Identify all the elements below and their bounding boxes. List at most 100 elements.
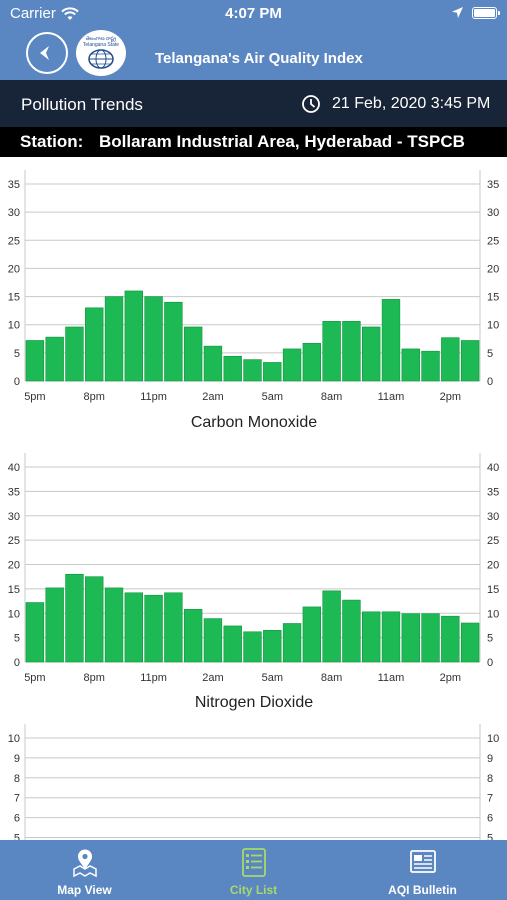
x-tick-label: 8am	[321, 391, 342, 403]
bar	[243, 631, 262, 663]
y-tick-label-left: 10	[8, 608, 20, 620]
tab-aqi-bulletin-label: AQI Bulletin	[388, 883, 457, 897]
y-tick-label-right: 5	[487, 348, 493, 360]
tab-aqi-bulletin[interactable]: AQI Bulletin	[338, 840, 507, 900]
x-tick-label: 11am	[378, 391, 405, 403]
bar	[401, 613, 420, 663]
bar	[223, 625, 242, 663]
y-tick-label-left: 8	[14, 773, 20, 785]
bar	[362, 611, 381, 663]
bar	[124, 290, 143, 382]
logo-text-telugu: తెలంగాణ రాష్ట్ర	[85, 36, 117, 42]
carrier-label: Carrier	[10, 5, 56, 22]
bar	[85, 576, 104, 663]
y-tick-label-right: 5	[487, 633, 493, 645]
bar	[282, 623, 302, 663]
bar	[322, 590, 341, 663]
bar	[460, 340, 480, 382]
logo-text-english: Telangana State	[82, 42, 120, 48]
bar	[441, 337, 460, 382]
back-arrow-icon	[40, 46, 49, 60]
y-tick-label-right: 35	[487, 486, 499, 498]
charts-scroll-area[interactable]: 0 0 5 5 10 10 15 15 20 20 25 25 30 30 35 35 5pm 8pm 11pm 2a…	[0, 157, 507, 840]
y-tick-label-right: 10	[487, 320, 499, 332]
chart-title: Nitrogen Dioxide	[195, 694, 313, 711]
back-button[interactable]	[26, 32, 68, 74]
bar	[203, 345, 223, 382]
bar	[25, 602, 45, 663]
y-tick-label-right: 35	[487, 179, 499, 191]
y-tick-label-right: 20	[487, 263, 499, 275]
chart-1: 0 0 5 5 10 10 15 15 20 20 25 25 30 30 35 35 5pm 8pm 11pm 2a…	[8, 170, 499, 431]
map-pin-icon	[72, 849, 97, 878]
bar	[401, 348, 420, 382]
bar	[263, 630, 282, 663]
x-tick-label: 11pm	[140, 672, 167, 684]
y-tick-label-right: 25	[487, 235, 499, 247]
y-tick-label-right: 6	[487, 813, 493, 825]
tab-map-view[interactable]: Map View	[0, 840, 169, 900]
bar	[104, 296, 124, 382]
app-title: Telangana's Air Quality Index	[155, 50, 363, 67]
bar	[144, 296, 163, 382]
x-tick-label: 2pm	[440, 672, 461, 684]
x-tick-label: 5pm	[24, 391, 45, 403]
bar	[302, 342, 322, 382]
location-arrow-icon	[452, 7, 463, 18]
y-tick-label-left: 0	[14, 376, 20, 388]
chart-title: Carbon Monoxide	[191, 414, 317, 431]
bar	[45, 587, 64, 663]
bar	[65, 326, 84, 382]
y-tick-label-right: 20	[487, 560, 499, 572]
bar	[302, 606, 322, 663]
trends-title: Pollution Trends	[21, 95, 143, 114]
x-tick-label: 8pm	[84, 391, 105, 403]
tab-city-list[interactable]: City List	[169, 840, 338, 900]
bar	[164, 592, 183, 663]
y-tick-label-left: 10	[8, 733, 20, 745]
y-tick-label-left: 0	[14, 657, 20, 669]
y-tick-label-left: 6	[14, 813, 20, 825]
y-tick-label-right: 15	[487, 584, 499, 596]
bar	[381, 611, 401, 663]
bar	[104, 587, 124, 663]
y-tick-label-right: 30	[487, 207, 499, 219]
bar	[460, 622, 480, 663]
status-time: 4:07 PM	[225, 5, 282, 22]
y-tick-label-left: 30	[8, 207, 20, 219]
bar	[263, 362, 282, 382]
nav-bar: తెలంగాణ రాష్ట్ర Telangana State Telangan…	[0, 28, 507, 80]
y-tick-label-left: 5	[14, 833, 20, 841]
y-tick-label-left: 15	[8, 584, 20, 596]
y-tick-label-right: 40	[487, 462, 499, 474]
x-tick-label: 8pm	[84, 672, 105, 684]
tspcb-logo: తెలంగాణ రాష్ట్ర Telangana State	[76, 30, 126, 76]
bar	[45, 336, 64, 382]
y-tick-label-right: 7	[487, 793, 493, 805]
y-tick-label-right: 10	[487, 733, 499, 745]
x-tick-label: 2am	[202, 391, 223, 403]
y-tick-label-right: 30	[487, 511, 499, 523]
x-tick-label: 5am	[262, 672, 283, 684]
y-tick-label-left: 5	[14, 633, 20, 645]
y-tick-label-right: 9	[487, 753, 493, 765]
status-bar: Carrier 4:07 PM	[0, 0, 507, 28]
x-tick-label: 11pm	[140, 391, 167, 403]
bar	[243, 359, 262, 382]
y-tick-label-left: 30	[8, 511, 20, 523]
tab-bar: Map View City List	[0, 840, 507, 900]
y-tick-label-left: 40	[8, 462, 20, 474]
wifi-icon	[61, 6, 79, 20]
bar	[421, 350, 440, 382]
y-tick-label-left: 25	[8, 235, 20, 247]
y-tick-label-left: 5	[14, 348, 20, 360]
battery-icon	[472, 6, 500, 19]
y-tick-label-left: 35	[8, 486, 20, 498]
bar	[164, 301, 183, 382]
bar	[223, 355, 242, 382]
x-tick-label: 2am	[202, 672, 223, 684]
tab-city-list-label: City List	[229, 883, 278, 897]
y-tick-label-right: 10	[487, 608, 499, 620]
x-tick-label: 8am	[321, 672, 342, 684]
station-label: Station:	[20, 132, 84, 151]
